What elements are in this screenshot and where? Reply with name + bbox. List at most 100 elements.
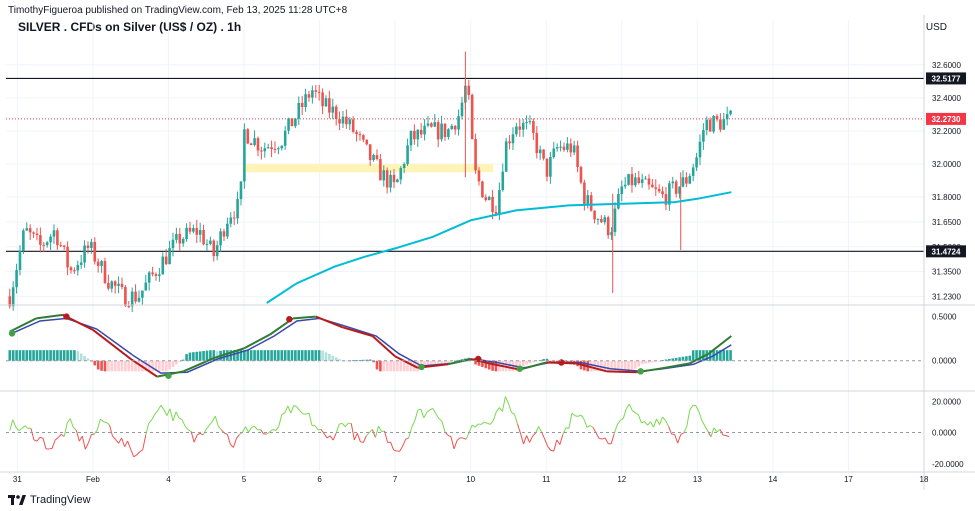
osc-signal-dot [516,365,523,372]
rsi-line-segment [635,412,639,416]
candle-body [185,227,188,240]
level-price-label: 31.4724 [932,247,961,256]
candle-body [205,243,209,245]
ema-line [266,191,732,304]
rsi-line-segment [232,438,237,448]
candle-body [273,149,277,151]
osc-histogram-bar [277,350,280,361]
rsi-line-segment [432,408,437,415]
candle-body [314,90,318,92]
rsi-line-segment [130,449,135,458]
osc-histogram-bar [171,360,175,367]
osc-main-line-segment [92,329,132,360]
osc-histogram-bar [311,350,314,361]
rsi-line-segment [181,419,186,427]
candle-body [586,195,590,206]
osc-main-line-segment [576,362,607,373]
rsi-line-segment [145,423,150,435]
candle-body [671,181,675,184]
level-price-label-bg [926,72,966,85]
candle-body [32,232,35,234]
rsi-line-segment [275,426,280,431]
osc-histogram-bar [334,357,338,361]
candle-body [504,141,508,172]
osc-histogram-bar [651,360,654,363]
candle-body [28,228,32,233]
candle-body [188,227,192,232]
rsi-line-segment [378,425,382,432]
candle-body [491,196,494,212]
rsi-line-segment [520,433,525,445]
candle-body [307,94,311,98]
osc-histogram-bar [508,360,511,372]
tradingview-logo[interactable]: TradingView [8,494,91,506]
rsi-line-segment [586,425,591,428]
x-tick-label: 14 [768,475,777,484]
osc-histogram-bar [600,360,603,372]
x-tick-label: 6 [317,475,322,484]
candle-body [606,217,610,236]
rsi-line-segment [284,405,289,414]
rsi-line-segment [599,438,603,440]
osc-main-line-segment [293,315,316,320]
currency-label[interactable]: USD [925,22,947,33]
rsi-line-segment [414,409,419,421]
osc-histogram-bar [154,360,158,372]
candle-body [521,123,525,130]
rsi-line-segment [656,418,660,425]
osc-histogram-bar [484,360,488,369]
rsi-line-segment [42,438,47,450]
osc-histogram-bar [283,350,287,361]
x-tick-label: 5 [242,475,247,484]
level-price-label-bg [926,245,966,258]
osc-histogram-bar [198,351,202,361]
rsi-line-segment [441,421,446,433]
rsi-line-segment [532,432,537,437]
candle-body [161,256,165,275]
y-tick-label: -20.0000 [932,460,964,469]
candle-body [668,183,671,205]
osc-histogram-bar [266,350,270,361]
candle-body [634,177,637,186]
candle-body [470,94,474,140]
candle-body [729,110,732,115]
y-tick-label: 31.6500 [932,218,961,227]
candle-body [647,178,651,185]
candle-body [294,118,297,127]
osc-histogram-bar [134,360,137,372]
candle-body [549,157,552,177]
rsi-line-segment [653,418,658,428]
osc-signal-dot [8,330,16,337]
rsi-line-segment [18,428,23,432]
candle-body [110,281,114,289]
osc-main-line-segment [183,357,215,373]
candle-body [297,102,301,119]
osc-histogram-bar [290,350,294,361]
osc-histogram-bar [22,350,25,361]
rsi-line-segment [133,454,137,458]
candle-body [416,129,420,140]
candle-body [331,106,335,113]
x-tick-label: 4 [166,475,171,484]
x-tick-label: Feb [86,475,100,484]
osc-histogram-bar [637,360,641,367]
osc-main-line-segment [708,335,732,355]
candle-body [358,134,362,136]
rsi-line-segment [305,412,310,415]
rsi-line-segment [547,446,552,451]
osc-histogram-bar [239,350,243,361]
osc-histogram-bar [443,360,447,365]
candle-body [113,281,117,286]
candle-body [256,138,260,151]
osc-histogram-bar [358,359,362,361]
rsi-line-segment [154,410,159,415]
rsi-line-segment [689,405,694,411]
candle-body [253,138,256,146]
rsi-line-segment [601,437,606,440]
x-tick-label: 7 [393,475,398,484]
osc-histogram-bar [719,350,722,361]
y-tick-label: 0.0000 [932,429,957,438]
rsi-line-segment [369,429,373,433]
osc-histogram-bar [338,359,341,361]
